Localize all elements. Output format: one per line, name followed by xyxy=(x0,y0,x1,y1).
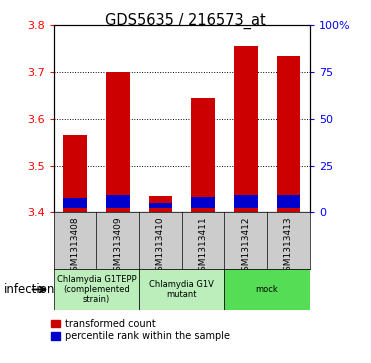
Bar xyxy=(191,98,215,212)
Text: GSM1313409: GSM1313409 xyxy=(113,217,122,277)
Bar xyxy=(63,135,87,212)
Text: GSM1313411: GSM1313411 xyxy=(198,217,208,277)
Bar xyxy=(149,203,172,208)
Text: GSM1313413: GSM1313413 xyxy=(284,217,293,277)
Legend: transformed count, percentile rank within the sample: transformed count, percentile rank withi… xyxy=(51,319,230,341)
Bar xyxy=(234,195,257,208)
Bar xyxy=(234,46,257,212)
Text: mock: mock xyxy=(256,285,279,294)
Bar xyxy=(54,269,139,310)
Text: Chlamydia G1TEPP
(complemented
strain): Chlamydia G1TEPP (complemented strain) xyxy=(57,274,136,305)
Bar xyxy=(191,197,215,208)
Bar xyxy=(106,72,129,212)
Text: infection: infection xyxy=(4,283,55,296)
Text: Chlamydia G1V
mutant: Chlamydia G1V mutant xyxy=(150,280,214,299)
Text: GDS5635 / 216573_at: GDS5635 / 216573_at xyxy=(105,13,266,29)
Text: GSM1313410: GSM1313410 xyxy=(156,217,165,277)
Bar xyxy=(277,56,300,212)
Text: GSM1313408: GSM1313408 xyxy=(70,217,80,277)
Bar xyxy=(106,195,129,208)
Bar xyxy=(139,269,224,310)
Bar xyxy=(277,195,300,208)
Text: GSM1313412: GSM1313412 xyxy=(241,217,250,277)
Bar xyxy=(149,196,172,212)
Bar xyxy=(63,198,87,208)
Bar xyxy=(224,269,310,310)
